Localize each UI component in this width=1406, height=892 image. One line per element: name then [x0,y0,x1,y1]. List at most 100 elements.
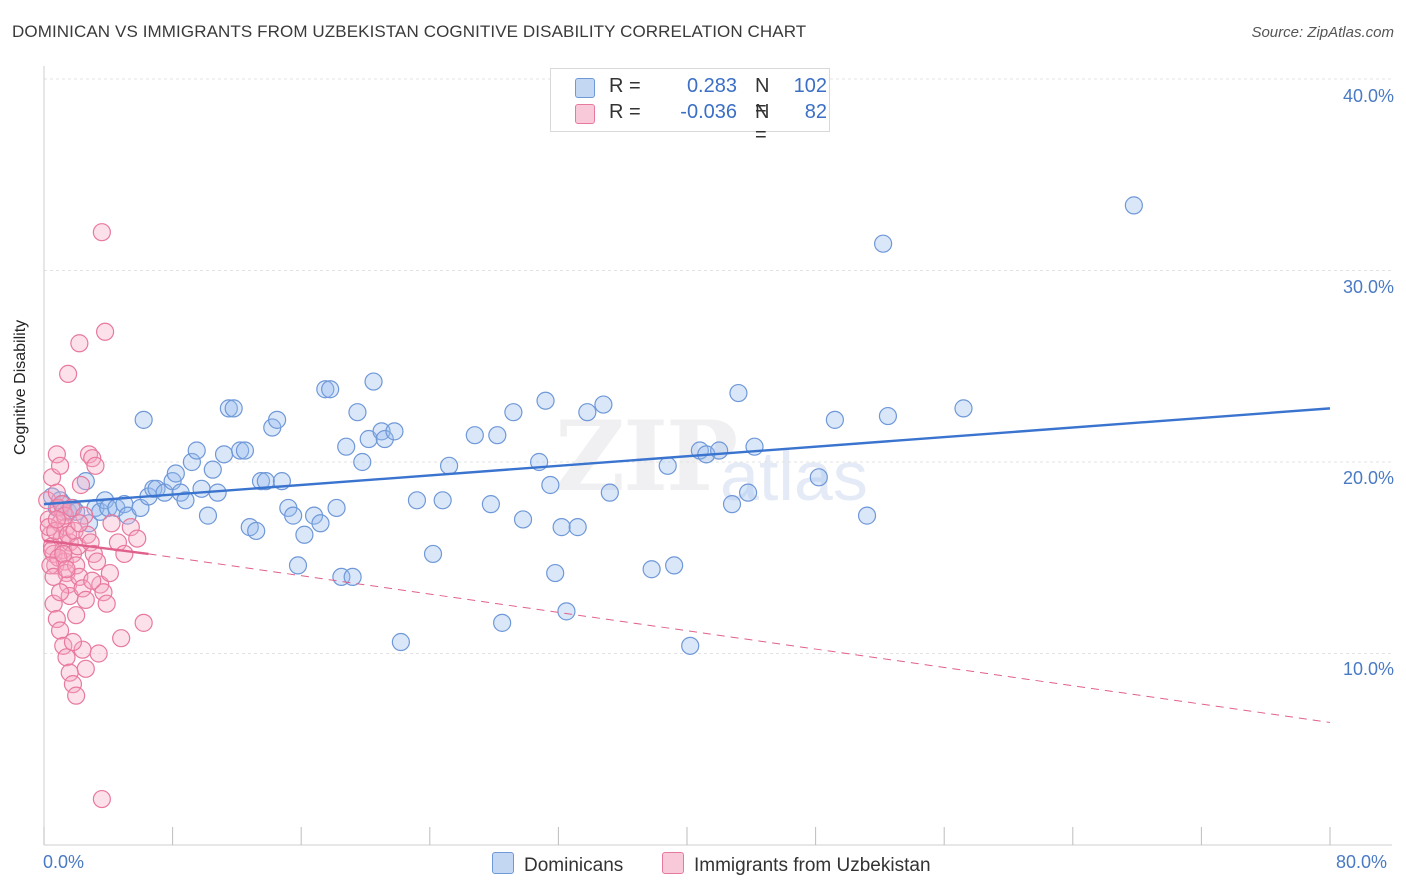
point-dominicans [1124,196,1143,215]
point-uzbekistan [121,518,140,537]
point-uzbekistan [50,456,70,475]
point-dominicans [176,491,195,510]
point-dominicans [251,472,271,491]
x-tick-label-min: 0.0% [43,852,85,872]
legend-item-uzbekistan: Immigrants from Uzbekistan [662,852,931,877]
trendline-dominicans [43,407,1331,506]
point-dominicans [874,234,893,253]
point-uzbekistan [92,223,111,242]
point-dominicans [134,410,153,429]
point-dominicans [231,441,250,460]
point-uzbekistan [54,544,73,564]
point-uzbekistan [54,636,73,655]
point-dominicans [187,441,206,460]
point-uzbekistan [70,334,89,353]
point-dominicans [681,636,700,655]
point-uzbekistan [94,583,113,602]
legend-label: Immigrants from Uzbekistan [694,855,931,876]
chart-title: DOMINICAN VS IMMIGRANTS FROM UZBEKISTAN … [12,22,807,41]
point-dominicans [316,380,335,399]
point-uzbekistan [92,789,111,809]
point-dominicans [546,563,565,583]
point-uzbekistan [71,475,91,495]
point-uzbekistan [67,556,86,575]
point-dominicans [954,399,973,418]
point-dominicans [182,452,201,472]
point-uzbekistan [76,659,95,678]
point-dominicans [353,452,372,472]
point-dominicans [337,437,356,456]
point-dominicans [488,426,507,445]
point-dominicans [665,556,684,575]
point-uzbekistan [70,514,89,533]
point-dominicans [235,441,255,460]
point-uzbekistan [89,644,108,663]
point-dominicans [710,441,729,460]
point-dominicans [391,632,410,652]
point-dominicans [385,422,404,441]
point-dominicans [364,372,383,391]
point-dominicans [214,445,234,464]
point-dominicans [568,518,587,537]
point-dominicans [642,560,661,579]
point-uzbekistan [47,609,66,629]
source-label: Source: ZipAtlas.com [1251,24,1394,41]
point-uzbekistan [76,590,95,609]
pink-swatch-icon [575,104,595,124]
point-dominicans [481,495,500,514]
r-label: R = [609,75,641,97]
watermark-logo-sub: atlas [720,437,868,515]
n-value: 82 [804,101,827,123]
point-dominicans [288,556,308,575]
point-dominicans [729,383,748,403]
point-dominicans [578,403,597,422]
watermark-logo: ZIP [555,400,738,513]
point-dominicans [557,602,576,621]
point-uzbekistan [95,322,115,341]
y-axis-label: Cognitive Disability [12,319,29,455]
point-dominicans [600,483,619,502]
point-dominicans [295,525,314,544]
point-dominicans [198,506,218,525]
legend-label: Dominicans [524,855,624,876]
point-uzbekistan [134,613,153,632]
point-dominicans [513,510,533,529]
r-label: R = [609,101,641,123]
point-uzbekistan [50,583,70,602]
blue-swatch-icon [575,78,595,98]
point-dominicans [343,567,362,587]
point-dominicans [722,495,742,514]
point-uzbekistan [115,544,134,564]
point-uzbekistan [112,629,131,648]
legend-item-dominicans: Dominicans [492,852,623,877]
r-value: 0.283 [686,75,737,97]
point-uzbekistan [63,675,83,694]
point-dominicans [348,403,367,422]
point-dominicans [465,426,484,445]
point-uzbekistan [97,594,116,613]
point-dominicans [504,403,523,422]
point-uzbekistan [83,571,102,590]
point-dominicans [738,483,758,502]
point-dominicans [536,391,555,410]
point-uzbekistan [47,510,66,529]
point-dominicans [256,472,275,491]
point-dominicans [284,506,303,525]
point-dominicans [247,521,266,541]
point-dominicans [423,544,443,564]
r-value: -0.036 [680,101,737,123]
blue-swatch-icon [492,852,514,874]
point-uzbekistan [67,606,86,625]
point-uzbekistan [44,594,63,613]
point-dominicans [857,506,877,525]
x-tick-label-max: 80.0% [1336,852,1388,872]
point-dominicans [192,479,211,498]
y-tick-label: 30.0% [1342,277,1394,297]
point-uzbekistan [73,579,92,598]
point-dominicans [439,456,459,475]
pink-swatch-icon [662,852,684,874]
point-uzbekistan [102,514,121,533]
point-uzbekistan [86,456,105,475]
trendline-uzbekistan-dashed [148,553,1331,723]
